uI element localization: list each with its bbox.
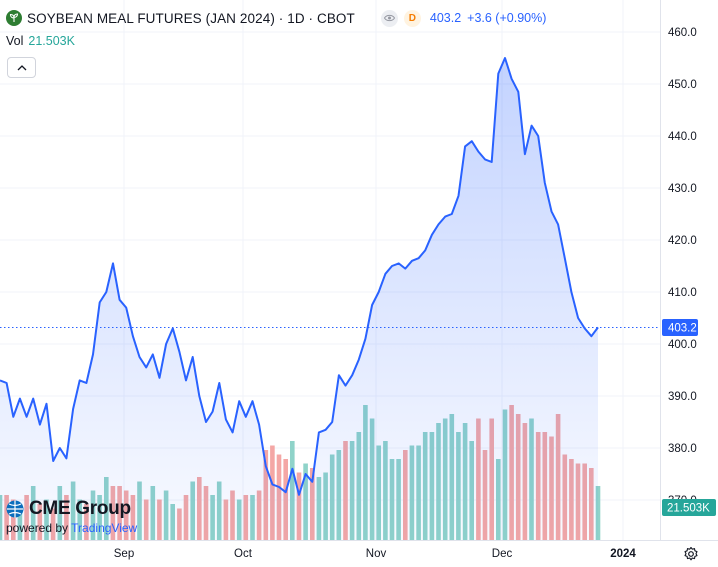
sprout-icon (6, 10, 22, 26)
chevron-up-icon (17, 64, 26, 70)
volume-value: 21.503K (28, 34, 75, 48)
brand-name: CME Group (29, 498, 131, 519)
symbol-title[interactable]: SOYBEAN MEAL FUTURES (JAN 2024) · 1D · C… (27, 10, 355, 26)
powered-by-label: powered by (6, 521, 69, 535)
time-label-sep: Sep (114, 548, 134, 560)
time-label-2024: 2024 (610, 548, 636, 560)
provider-name: TradingView (71, 521, 138, 535)
price-axis[interactable]: 460.0 450.0 440.0 430.0 420.0 410.0 400.… (668, 27, 697, 507)
price-tick-460: 460.0 (668, 27, 697, 39)
time-label-oct: Oct (234, 548, 253, 560)
last-price-label: 403.2 (662, 319, 698, 336)
time-label-dec: Dec (492, 548, 513, 560)
price-line (0, 57, 599, 496)
last-price-label-bg (662, 319, 698, 336)
last-price-label-text: 403.2 (668, 323, 697, 335)
price-tick-430: 430.0 (668, 183, 697, 195)
price-tick-440: 440.0 (668, 131, 697, 143)
price-tick-390: 390.0 (668, 391, 697, 403)
time-label-nov: Nov (366, 548, 387, 560)
time-axis[interactable]: Sep Oct Nov Dec 2024 (114, 548, 637, 560)
collapse-legend-button[interactable] (7, 57, 36, 78)
price-tick-400: 400.0 (668, 339, 697, 351)
eye-icon[interactable] (380, 9, 398, 27)
last-volume-label-bg (662, 499, 716, 516)
last-price: 403.2 (429, 11, 462, 25)
price-tick-420: 420.0 (668, 235, 697, 247)
cme-globe-icon (6, 500, 24, 518)
price-tick-410: 410.0 (668, 287, 697, 299)
last-volume-label: 21.503K (662, 499, 716, 516)
price-tick-380: 380.0 (668, 443, 697, 455)
price-tick-450: 450.0 (668, 79, 697, 91)
chart-header: SOYBEAN MEAL FUTURES (JAN 2024) · 1D · C… (6, 8, 546, 28)
volume-legend: Vol 21.503K (6, 34, 75, 48)
price-area-fill (0, 58, 598, 540)
branding[interactable]: CME Group powered by TradingView (5, 498, 137, 535)
market-status-badge[interactable]: D (403, 9, 421, 27)
gear-icon[interactable] (683, 546, 699, 562)
last-volume-label-text: 21.503K (667, 503, 710, 515)
volume-label: Vol (6, 34, 24, 48)
price-change: +3.6 (+0.90%) (467, 11, 547, 25)
